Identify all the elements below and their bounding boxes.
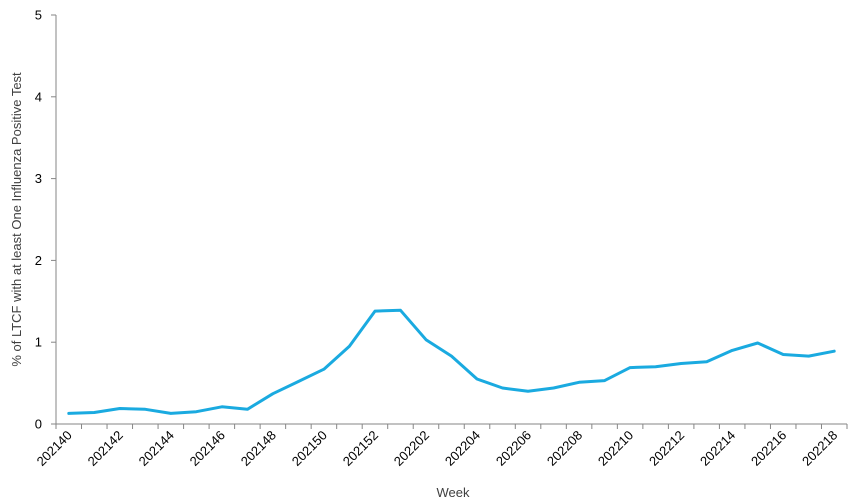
- data-point: [833, 349, 836, 353]
- x-tick-label: 202146: [187, 428, 228, 469]
- data-point: [246, 408, 249, 411]
- x-tick-label: 202150: [289, 428, 330, 469]
- x-axis-ticks: 202140 202142 202144 202146 202148 202150 2021…: [34, 424, 848, 469]
- axes: [55, 15, 847, 425]
- x-tick-label: 202214: [697, 428, 738, 469]
- data-point: [424, 338, 428, 341]
- data-point: [603, 379, 606, 382]
- data-point: [501, 386, 504, 390]
- data-point: [297, 380, 300, 383]
- x-tick-label: 202218: [799, 428, 840, 469]
- series-layer: [67, 308, 836, 415]
- data-point: [475, 377, 479, 381]
- data-point: [67, 412, 70, 415]
- data-point: [399, 309, 402, 312]
- data-point: [756, 341, 759, 345]
- x-tick-label: 202216: [748, 428, 789, 469]
- x-tick-label: 202204: [442, 428, 483, 469]
- data-point: [782, 353, 785, 356]
- x-tick-label: 202140: [34, 428, 75, 469]
- y-axis-title: % of LTCF with at least One Influenza Po…: [9, 72, 24, 367]
- data-point: [220, 405, 224, 409]
- y-tick-label: 1: [35, 335, 42, 350]
- data-point: [628, 366, 632, 369]
- x-tick-label: 202212: [646, 428, 687, 469]
- x-tick-label: 202210: [595, 428, 636, 469]
- data-point: [705, 360, 708, 364]
- data-point: [93, 411, 96, 414]
- data-point: [807, 354, 810, 358]
- x-axis-title: Week: [437, 485, 470, 500]
- data-point: [348, 345, 351, 348]
- data-point: [195, 410, 198, 413]
- x-tick-label: 202208: [544, 428, 585, 469]
- data-point: [118, 407, 121, 410]
- data-point: [373, 309, 377, 313]
- data-point: [552, 386, 555, 390]
- x-tick-label: 202206: [493, 428, 534, 469]
- x-tick-label: 202148: [238, 428, 279, 469]
- y-tick-label: 4: [35, 89, 42, 104]
- data-point: [654, 365, 657, 368]
- data-point: [271, 392, 275, 395]
- x-tick-label: 202144: [136, 428, 177, 469]
- x-tick-label: 202202: [391, 428, 432, 469]
- data-point: [322, 367, 326, 371]
- data-point: [730, 349, 734, 352]
- y-axis-ticks: 0 1 2 3 4 5: [35, 8, 56, 432]
- x-tick-label: 202152: [340, 428, 381, 469]
- series-line: [67, 308, 836, 415]
- y-tick-label: 0: [35, 417, 42, 432]
- data-point: [577, 381, 581, 384]
- data-point: [144, 408, 147, 411]
- x-tick-label: 202142: [85, 428, 126, 469]
- data-point: [526, 390, 530, 393]
- data-point: [169, 412, 173, 415]
- y-tick-label: 3: [35, 171, 42, 186]
- data-point: [679, 362, 683, 365]
- y-tick-label: 2: [35, 253, 42, 268]
- y-tick-label: 5: [35, 8, 42, 23]
- data-point: [450, 354, 453, 358]
